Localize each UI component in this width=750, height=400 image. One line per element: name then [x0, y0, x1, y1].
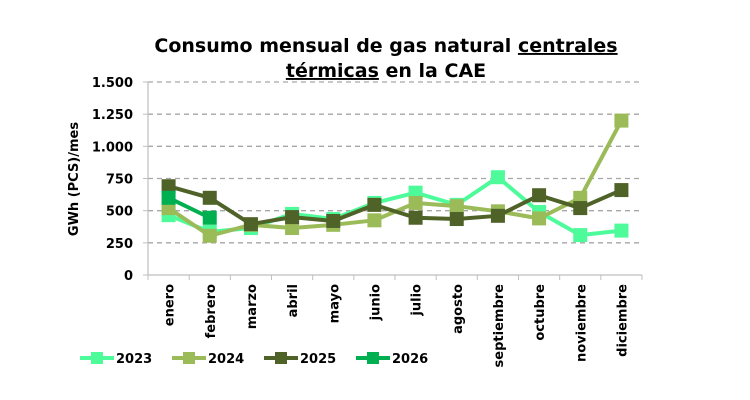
x-tick-label: febrero — [204, 284, 219, 338]
x-tick-label: abril — [286, 284, 301, 317]
data-point-marker — [532, 188, 547, 203]
data-point-marker — [243, 217, 258, 232]
y-tick-label: 1.500 — [92, 76, 133, 91]
data-point-marker — [573, 201, 588, 216]
legend-item-2026: 2026 — [356, 352, 428, 367]
data-point-marker — [285, 221, 300, 236]
data-point-marker — [532, 211, 547, 226]
data-point-marker — [367, 213, 382, 228]
legend-item-2025: 2025 — [264, 352, 336, 367]
title-underlined-2: térmicas — [286, 60, 379, 82]
legend-item-2024: 2024 — [172, 352, 244, 367]
x-tick-label: enero — [163, 284, 178, 326]
x-tick-label: junio — [368, 284, 383, 321]
title-underlined-1: centrales — [518, 35, 618, 57]
data-point-marker — [614, 223, 629, 238]
y-axis-label: GWh (PCS)/mes — [67, 122, 82, 236]
data-point-marker — [490, 170, 505, 185]
legend-label: 2025 — [300, 352, 336, 367]
data-point-marker — [490, 208, 505, 223]
legend-marker-icon — [367, 352, 379, 364]
axes — [143, 81, 643, 280]
x-tick-labels: enero febrero marzo abril mayo junio julio agos… — [163, 284, 631, 368]
x-tick-label: mayo — [327, 284, 342, 323]
y-tick-label: 500 — [106, 205, 133, 220]
data-point-marker — [326, 213, 341, 228]
series-2026 — [161, 190, 217, 225]
x-tick-label: marzo — [245, 284, 260, 329]
data-point-marker — [202, 190, 217, 205]
legend-label: 2024 — [208, 352, 244, 367]
data-point-marker — [202, 210, 217, 225]
title-plain-1: Consumo mensual de gas natural — [154, 35, 518, 57]
data-point-marker — [202, 228, 217, 243]
data-point-marker — [573, 228, 588, 243]
legend-marker-icon — [275, 352, 287, 364]
data-point-marker — [614, 113, 629, 128]
legend-label: 2023 — [116, 352, 152, 367]
series-group — [161, 113, 629, 243]
data-point-marker — [408, 195, 423, 210]
y-tick-label: 750 — [106, 173, 133, 188]
data-point-marker — [614, 183, 629, 198]
y-tick-label: 0 — [124, 269, 133, 284]
title-plain-2: en la CAE — [379, 60, 486, 82]
x-tick-label: septiembre — [492, 284, 507, 368]
legend-marker-icon — [183, 352, 195, 364]
series-line — [167, 175, 622, 238]
legend-marker-icon — [91, 352, 103, 364]
y-tick-label: 250 — [106, 237, 133, 252]
data-point-marker — [449, 212, 464, 227]
data-point-marker — [408, 210, 423, 225]
y-tick-label: 1.250 — [92, 108, 133, 123]
y-tick-labels: 0 250 500 750 1.000 1.250 1.500 — [92, 76, 133, 284]
x-tick-label: julio — [410, 284, 425, 317]
data-point-marker — [161, 179, 176, 194]
legend-label: 2026 — [392, 352, 428, 367]
data-point-marker — [449, 199, 464, 214]
x-tick-label: noviembre — [574, 284, 589, 362]
y-tick-label: 1.000 — [92, 140, 133, 155]
data-point-marker — [367, 197, 382, 212]
x-tick-label: octubre — [533, 284, 548, 341]
series-2025 — [161, 179, 629, 232]
x-tick-label: agosto — [451, 284, 466, 334]
data-point-marker — [161, 190, 176, 205]
chart-title-line-2: térmicas en la CAE — [286, 60, 486, 82]
legend: 2023 2024 2025 2026 — [80, 352, 428, 367]
chart-title-line-1: Consumo mensual de gas natural centrales — [154, 35, 617, 57]
legend-item-2023: 2023 — [80, 352, 152, 367]
x-tick-label: diciembre — [615, 284, 630, 357]
gridlines — [148, 81, 642, 244]
data-point-marker — [285, 210, 300, 225]
